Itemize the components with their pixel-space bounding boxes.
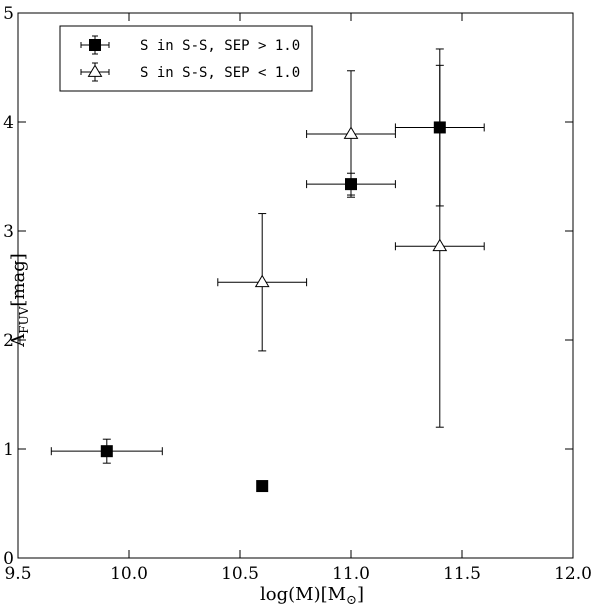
triangle-point	[254, 274, 270, 288]
triangle-point	[343, 126, 359, 139]
x-tick-label: 9.5	[4, 564, 31, 584]
x-tick-label: 12.0	[554, 564, 592, 584]
square-point	[100, 445, 113, 458]
legend-marker	[89, 39, 101, 51]
tick-labels: 9.5 10.0 10.5 11.0 11.5 12.0 0 1 2 3 4 5	[3, 4, 592, 584]
legend: S in S-S, SEP > 1.0 S in S-S, SEP < 1.0	[59, 25, 313, 92]
x-axis-label: log(M)[M⊙]	[260, 584, 364, 608]
y-tick-label: 3	[3, 222, 14, 242]
legend-box	[59, 25, 313, 92]
y-tick-label: 1	[3, 440, 14, 460]
legend-marker	[87, 64, 103, 77]
square-point	[433, 121, 446, 134]
legend-label: S in S-S, SEP > 1.0	[140, 38, 300, 54]
x-tick-label: 11.0	[332, 564, 370, 584]
square-point	[345, 178, 357, 191]
data-markers	[100, 121, 448, 493]
triangle-point	[432, 238, 448, 252]
y-tick-label: 2	[3, 331, 14, 351]
plot-frame	[17, 12, 574, 559]
y-axis-label: AFUV[mag]	[8, 253, 31, 347]
axis-ticks	[17, 12, 574, 559]
legend-label: S in S-S, SEP < 1.0	[140, 65, 300, 81]
y-tick-label: 4	[3, 113, 14, 133]
y-tick-label: 5	[3, 4, 14, 24]
error-bars	[50, 48, 485, 464]
x-tick-label: 11.5	[443, 564, 481, 584]
square-point	[256, 480, 269, 493]
y-tick-label: 0	[3, 549, 14, 569]
x-tick-label: 10.0	[110, 564, 148, 584]
x-tick-label: 10.5	[221, 564, 259, 584]
